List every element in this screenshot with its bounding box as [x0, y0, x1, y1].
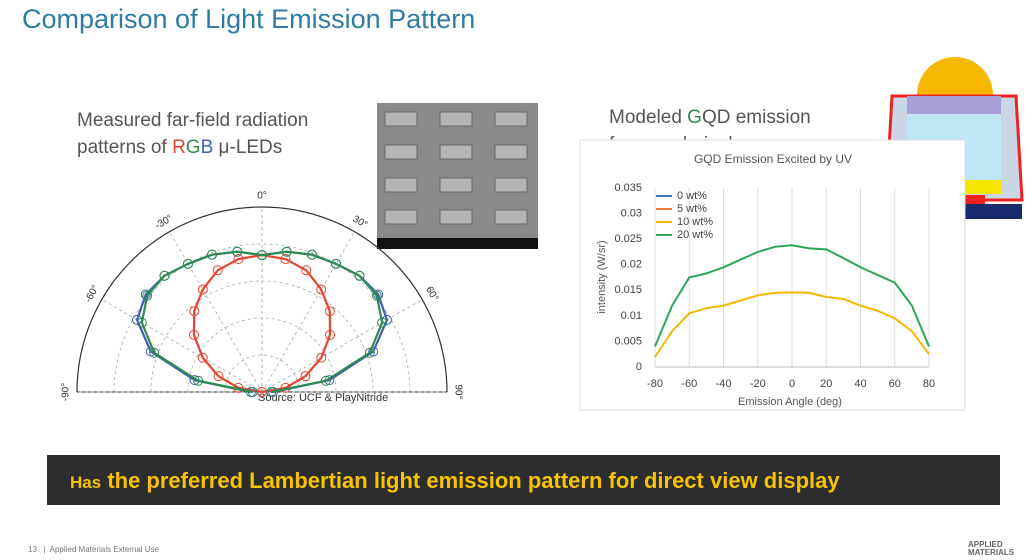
banner-lead: Has — [70, 473, 102, 492]
measured-point — [159, 270, 170, 281]
x-tick-label: -60 — [681, 378, 697, 390]
series-line — [654, 291, 930, 358]
angle-label: 60° — [423, 285, 440, 304]
legend-label: 20 wt% — [677, 229, 713, 241]
caption-text: μ-LEDs — [213, 137, 283, 158]
measured-point — [354, 270, 365, 281]
measured-point — [331, 258, 341, 269]
y-tick-label: 0.035 — [614, 182, 642, 194]
logo-text: APPLIED — [968, 540, 1003, 549]
measured-point — [316, 284, 327, 295]
y-tick-label: 0 — [636, 361, 642, 373]
measured-point — [281, 246, 292, 257]
left-caption: Measured far-field radiation patterns of … — [77, 80, 308, 161]
grid-spoke — [261, 299, 423, 393]
measured-point — [364, 347, 375, 358]
y-tick-label: 0.02 — [621, 259, 642, 271]
angle-label: -60° — [83, 283, 102, 304]
x-tick-label: -80 — [647, 378, 663, 390]
legend-label: 5 wt% — [677, 203, 707, 215]
measured-point — [325, 329, 336, 340]
measured-point — [233, 254, 244, 265]
y-axis-label: intensity (W/sr) — [596, 240, 608, 313]
logo: APPLIED MATERIALS — [968, 541, 1014, 557]
measured-point — [301, 265, 312, 276]
caption-text: Modeled — [609, 107, 688, 128]
measured-point — [212, 265, 223, 276]
legend-label: 0 wt% — [677, 190, 707, 202]
chart-title: GQD Emission Excited by UV — [694, 152, 852, 166]
caption-r: R — [172, 137, 186, 158]
angle-label: -30° — [153, 213, 174, 232]
measured-point — [197, 352, 208, 363]
angle-label: 30° — [351, 214, 370, 231]
measured-point — [136, 317, 147, 328]
sem-image — [377, 103, 538, 249]
banner-text: Has the preferred Lambertian light emiss… — [70, 468, 840, 494]
x-tick-label: 40 — [854, 378, 866, 390]
banner-main: the preferred Lambertian light emission … — [107, 468, 840, 493]
measured-point — [188, 329, 199, 340]
measured-point — [324, 306, 335, 317]
measured-point — [197, 284, 208, 295]
x-tick-label: 60 — [889, 378, 901, 390]
caption-text: patterns of — [77, 137, 173, 158]
measured-point — [377, 317, 388, 328]
y-tick-label: 0.005 — [614, 335, 642, 347]
measured-point — [183, 258, 193, 269]
grid-spoke — [261, 231, 355, 393]
grid-spoke — [101, 299, 263, 393]
measured-point — [371, 290, 382, 301]
footer: 13 | Applied Materials External Use — [28, 545, 160, 554]
legend-label: 10 wt% — [677, 216, 713, 228]
measured-point — [280, 254, 291, 265]
grid-ring — [76, 206, 448, 393]
chart-frame — [579, 139, 966, 411]
measured-point — [300, 371, 311, 382]
y-tick-label: 0.015 — [614, 284, 642, 296]
x-tick-label: 0 — [789, 378, 795, 390]
measured-point — [316, 352, 327, 363]
measured-point — [232, 246, 243, 257]
measured-point — [213, 371, 224, 382]
logo-text: MATERIALS — [968, 548, 1015, 557]
measured-point — [149, 347, 160, 358]
angle-label: -90° — [61, 383, 72, 401]
measured-point — [266, 387, 277, 397]
angle-label: 90° — [452, 384, 463, 399]
x-tick-label: 20 — [820, 378, 832, 390]
x-tick-label: -40 — [716, 378, 732, 390]
measured-point — [193, 375, 204, 386]
measured-point — [189, 306, 200, 317]
caption-text: Measured far-field radiation — [77, 110, 309, 131]
source-note: Source: UCF & PlayNitride — [258, 392, 388, 404]
caption-g: G — [185, 137, 201, 158]
caption-g: G — [687, 107, 702, 128]
series-line — [654, 244, 930, 347]
banner — [47, 455, 1000, 505]
caption-b: B — [200, 137, 214, 158]
x-tick-label: 80 — [923, 378, 935, 390]
measured-point — [247, 387, 258, 397]
y-tick-label: 0.03 — [621, 207, 642, 219]
x-axis-label: Emission Angle (deg) — [738, 396, 842, 408]
measured-point — [142, 290, 153, 301]
caption-text: QD emission — [701, 107, 811, 128]
measured-point — [320, 375, 331, 386]
y-tick-label: 0.01 — [621, 310, 642, 322]
angle-label: 0° — [257, 191, 267, 202]
x-tick-label: -20 — [750, 378, 766, 390]
y-tick-label: 0.025 — [614, 233, 642, 245]
measured-point — [207, 249, 218, 260]
slide-title: Comparison of Light Emission Pattern — [22, 4, 476, 34]
measured-point — [257, 250, 267, 261]
polar-curve — [140, 250, 384, 394]
grid-spoke — [169, 231, 263, 393]
measured-point — [306, 249, 317, 260]
